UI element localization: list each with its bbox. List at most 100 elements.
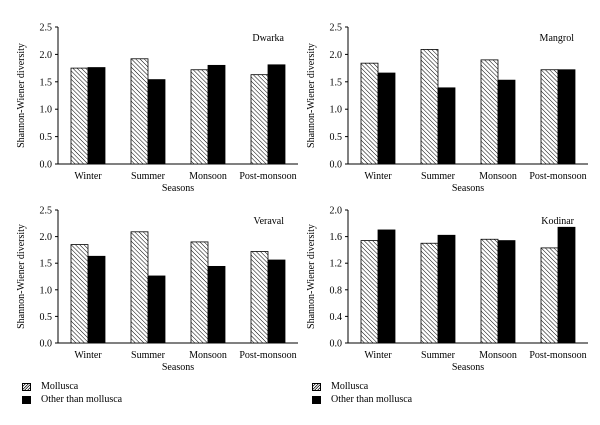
bar-mollusca	[190, 241, 209, 344]
hatched-swatch-icon	[22, 382, 31, 391]
y-tick-label: 1.2	[330, 259, 343, 270]
x-tick-label: Winter	[74, 171, 102, 182]
legend-label-other: Other than mollusca	[41, 394, 123, 405]
bar-other-than-mollusca	[497, 79, 516, 165]
y-tick-label: 1.0	[330, 105, 343, 116]
x-tick-label: Post-monsoon	[529, 350, 586, 361]
x-tick-label: Monsoon	[479, 171, 517, 182]
x-tick-label: Winter	[364, 350, 392, 361]
bar-mollusca	[70, 244, 89, 344]
bar-mollusca	[130, 58, 149, 165]
legend-right: Mollusca Other than mollusca	[312, 380, 412, 406]
solid-swatch-icon	[22, 395, 31, 404]
x-tick-label: Summer	[421, 350, 456, 361]
y-tick-label: 2.0	[330, 50, 343, 61]
panel-title: Mangrol	[540, 33, 575, 44]
y-tick-label: 0.0	[330, 339, 343, 350]
x-tick-label: Winter	[74, 350, 102, 361]
y-tick-label: 1.0	[40, 285, 53, 296]
y-tick-label: 2.0	[40, 50, 53, 61]
bar-mollusca	[70, 67, 89, 165]
bar-mollusca	[480, 59, 499, 165]
y-tick-label: 2.5	[330, 23, 343, 34]
panel-title: Dwarka	[252, 33, 284, 44]
x-axis-label: Seasons	[452, 362, 484, 373]
legend-label-mollusca: Mollusca	[331, 381, 369, 392]
bar-other-than-mollusca	[87, 255, 106, 344]
bar-other-than-mollusca	[497, 240, 516, 344]
y-tick-label: 1.5	[330, 77, 343, 88]
bar-mollusca	[250, 74, 269, 165]
x-axis-label: Seasons	[452, 183, 484, 194]
chart-panel-dwarka: 0.0 0.5 1.0 1.5 2.0 2.5 Winter Summer Monsoon Pos…	[16, 23, 298, 194]
bar-mollusca	[360, 62, 379, 165]
x-tick-label: Monsoon	[189, 171, 227, 182]
bar-mollusca	[360, 240, 379, 344]
panel-title: Veraval	[253, 216, 284, 227]
y-tick-label: 1.5	[40, 77, 53, 88]
bar-other-than-mollusca	[207, 64, 226, 165]
legend-item-mollusca: Mollusca	[22, 380, 122, 393]
legend-left: Mollusca Other than mollusca	[22, 380, 122, 406]
y-tick-label: 0.0	[330, 160, 343, 171]
y-tick-label: 2.5	[40, 23, 53, 34]
y-axis-label: Shannon-Wiener diversity	[16, 224, 27, 329]
y-tick-label: 0.5	[40, 132, 53, 143]
chart-panel-veraval: 0.0 0.5 1.0 1.5 2.0 2.5 Winter Summer Monsoon Pos…	[16, 206, 298, 373]
x-tick-label: Monsoon	[189, 350, 227, 361]
bar-mollusca	[420, 49, 439, 165]
y-tick-label: 2.0	[40, 232, 53, 243]
legend-label-mollusca: Mollusca	[41, 381, 79, 392]
bar-other-than-mollusca	[147, 275, 166, 344]
x-tick-label: Monsoon	[479, 350, 517, 361]
bar-other-than-mollusca	[557, 69, 576, 165]
y-tick-label: 1.6	[330, 232, 343, 243]
y-tick-label: 0.5	[40, 312, 53, 323]
bar-other-than-mollusca	[377, 229, 396, 344]
legend-item-other: Other than mollusca	[22, 393, 122, 406]
y-tick-label: 0.5	[330, 132, 343, 143]
bar-other-than-mollusca	[87, 67, 106, 165]
bar-mollusca	[540, 247, 559, 344]
bar-mollusca	[480, 238, 499, 344]
legend-label-other: Other than mollusca	[331, 394, 413, 405]
y-tick-label: 2.0	[330, 206, 343, 217]
y-tick-label: 0.8	[330, 285, 343, 296]
y-tick-label: 0.0	[40, 160, 53, 171]
y-tick-label: 0.0	[40, 339, 53, 350]
x-tick-label: Post-monsoon	[239, 171, 296, 182]
chart-panel-mangrol: 0.0 0.5 1.0 1.5 2.0 2.5 Winter Summer Monsoon Pos…	[306, 23, 588, 194]
bar-other-than-mollusca	[207, 265, 226, 344]
x-tick-label: Summer	[131, 350, 166, 361]
y-tick-label: 2.5	[40, 206, 53, 217]
y-tick-label: 1.5	[40, 259, 53, 270]
bar-other-than-mollusca	[557, 226, 576, 344]
y-axis-label: Shannon-Wiener diversity	[306, 43, 317, 148]
x-axis-label: Seasons	[162, 362, 194, 373]
bar-other-than-mollusca	[267, 259, 286, 344]
bar-other-than-mollusca	[437, 234, 456, 344]
solid-swatch-icon	[312, 395, 321, 404]
y-tick-label: 0.4	[330, 312, 343, 323]
bar-other-than-mollusca	[147, 79, 166, 165]
bar-other-than-mollusca	[267, 64, 286, 165]
bar-other-than-mollusca	[437, 87, 456, 165]
y-axis-label: Shannon-Wiener diversity	[306, 224, 317, 329]
bar-mollusca	[130, 231, 149, 344]
x-tick-label: Summer	[421, 171, 456, 182]
legend-item-other: Other than mollusca	[312, 393, 412, 406]
chart-panel-kodinar: 0.0 0.4 0.8 1.2 1.6 2.0 Winter Summer Monsoon Pos…	[306, 206, 588, 373]
legend-item-mollusca: Mollusca	[312, 380, 412, 393]
x-tick-label: Winter	[364, 171, 392, 182]
bar-mollusca	[420, 242, 439, 344]
bar-other-than-mollusca	[377, 72, 396, 165]
bar-mollusca	[540, 69, 559, 165]
x-axis-label: Seasons	[162, 183, 194, 194]
bar-mollusca	[190, 69, 209, 165]
bar-mollusca	[250, 251, 269, 344]
y-tick-label: 1.0	[40, 105, 53, 116]
x-tick-label: Post-monsoon	[529, 171, 586, 182]
hatched-swatch-icon	[312, 382, 321, 391]
panel-title: Kodinar	[541, 216, 574, 227]
